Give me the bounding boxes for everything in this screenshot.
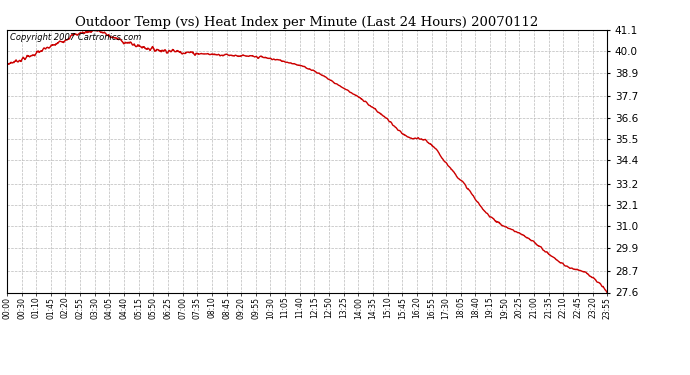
Text: Copyright 2007 Cartronics.com: Copyright 2007 Cartronics.com [10, 33, 141, 42]
Title: Outdoor Temp (vs) Heat Index per Minute (Last 24 Hours) 20070112: Outdoor Temp (vs) Heat Index per Minute … [75, 16, 539, 29]
